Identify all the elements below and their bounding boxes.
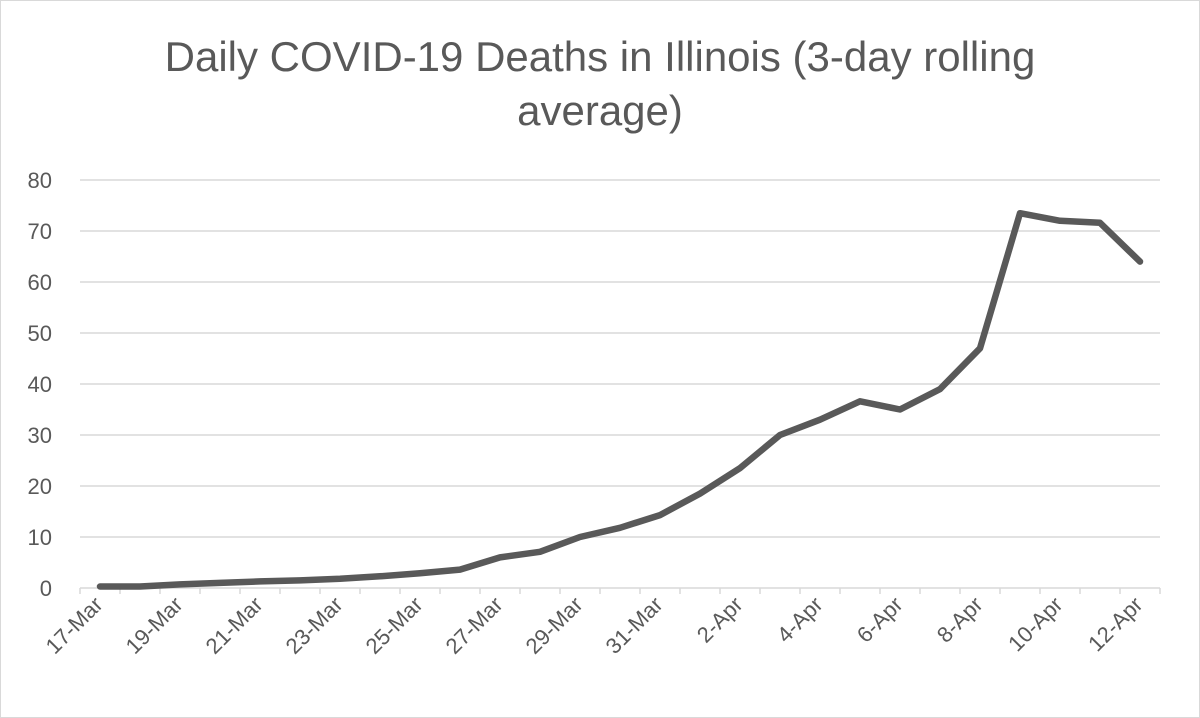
x-tick-label: 27-Mar	[441, 592, 508, 659]
y-tick-label: 40	[28, 372, 52, 397]
chart-title: Daily COVID-19 Deaths in Illinois (3-day…	[164, 33, 1036, 134]
y-tick-label: 50	[28, 321, 52, 346]
x-axis-tick-labels: 17-Mar 19-Mar 21-Mar 23-Mar 25-Mar 27-Mar 29-M…	[41, 592, 1148, 659]
series-line-0	[96, 209, 1144, 590]
x-tick-label: 8-Apr	[932, 592, 988, 648]
x-tick-label: 10-Apr	[1003, 592, 1067, 656]
x-tick-label: 6-Apr	[852, 592, 908, 648]
series-layer	[96, 209, 1144, 590]
x-axis	[79, 587, 1161, 594]
y-tick-label: 0	[40, 576, 52, 601]
y-tick-label: 20	[28, 474, 52, 499]
y-tick-label: 70	[28, 219, 52, 244]
y-tick-label: 30	[28, 423, 52, 448]
x-tick-label: 19-Mar	[121, 592, 188, 659]
x-tick-label: 29-Mar	[521, 592, 588, 659]
x-tick-label: 12-Apr	[1083, 592, 1147, 656]
x-tick-label: 2-Apr	[692, 592, 748, 648]
y-tick-label: 80	[28, 168, 52, 193]
gridlines	[80, 179, 1160, 538]
x-tick-label: 21-Mar	[201, 592, 268, 659]
y-tick-label: 10	[28, 525, 52, 550]
x-tick-label: 17-Mar	[41, 592, 108, 659]
x-tick-label: 31-Mar	[601, 592, 668, 659]
x-tick-label: 25-Mar	[361, 592, 428, 659]
y-tick-label: 60	[28, 270, 52, 295]
y-axis-tick-labels: 0 10 20 30 40 50 60 70 80	[28, 168, 52, 601]
x-tick-label: 4-Apr	[772, 592, 828, 648]
x-tick-label: 23-Mar	[281, 592, 348, 659]
